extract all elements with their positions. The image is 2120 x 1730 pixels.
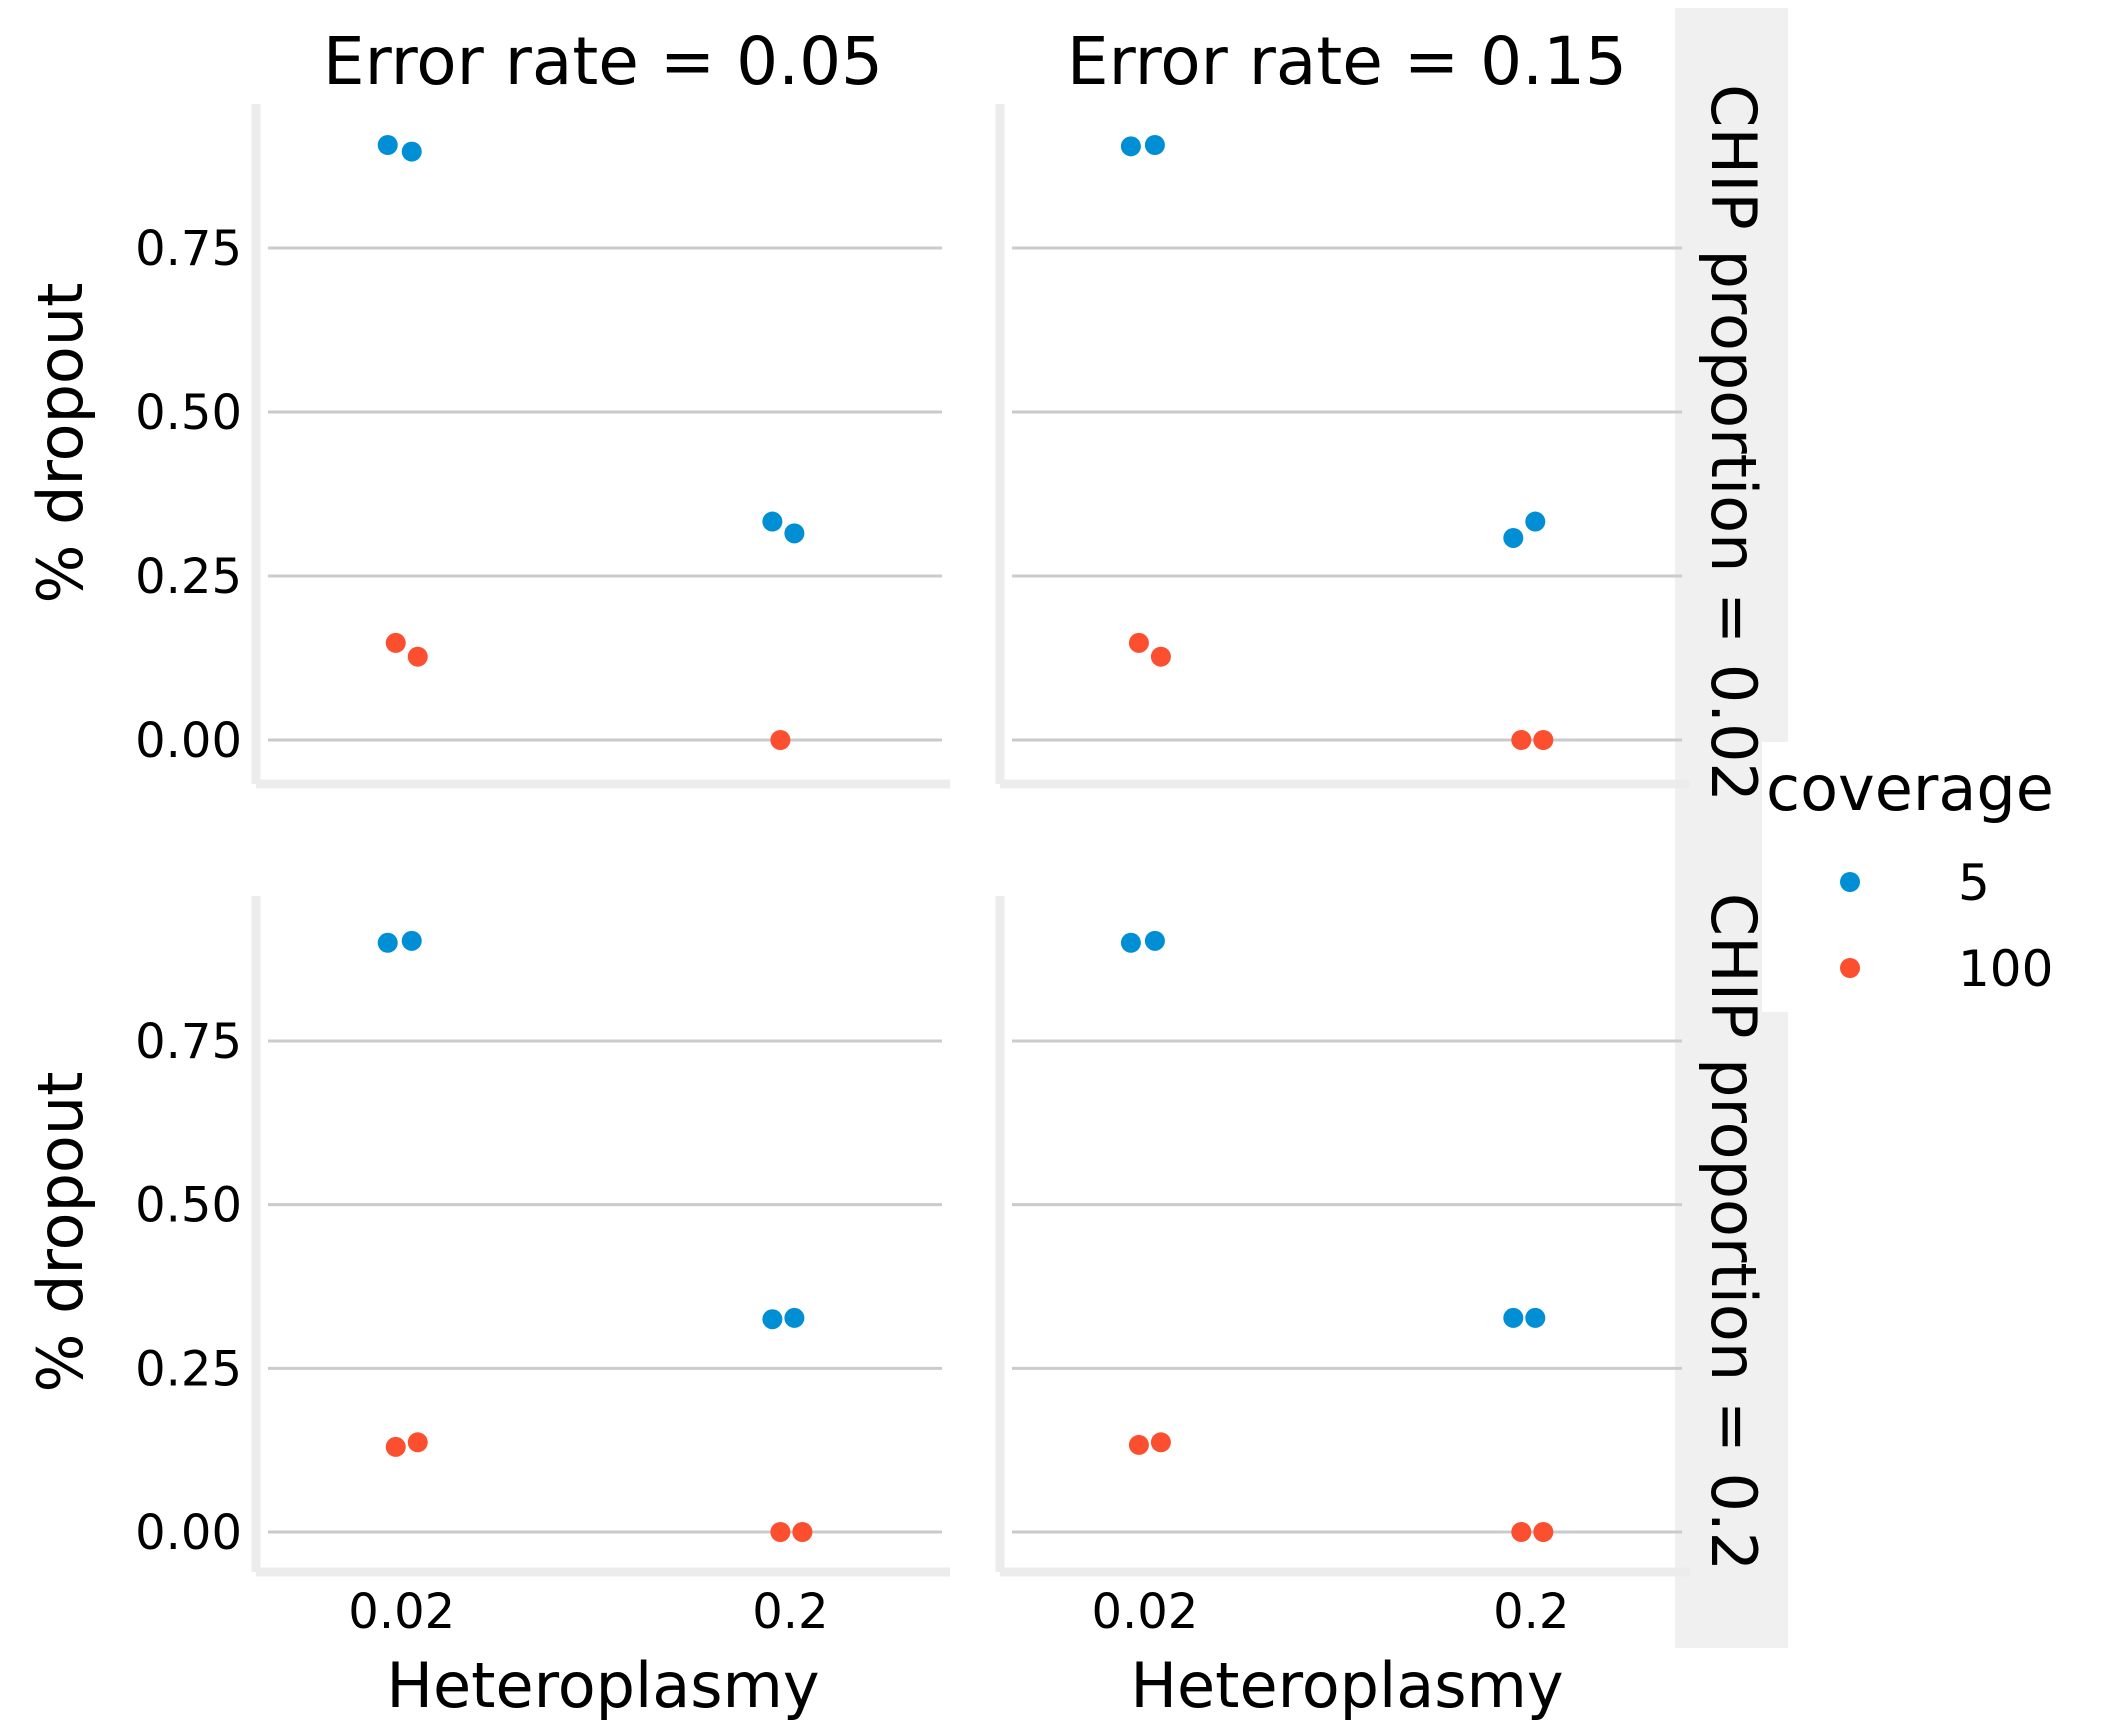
panels-layer: 0.00 0.25 0.50 0.75 0.00 0.25 0.50 0.75 0.02 0.2 0… [135, 104, 1690, 1640]
data-point-coverage-5 [762, 1309, 783, 1330]
y-tick-label: 0.75 [135, 1014, 242, 1070]
data-point-coverage-100 [407, 1432, 428, 1453]
data-point-coverage-5 [1144, 135, 1165, 156]
data-point-coverage-100 [1150, 646, 1171, 667]
y-tick-label: 0.00 [135, 713, 242, 769]
y-tick-label: 0.75 [135, 221, 242, 277]
y-tick-label: 0.50 [135, 385, 242, 441]
data-point-coverage-5 [784, 523, 805, 544]
x-axis-title-left: Heteroplasmy [386, 1649, 819, 1722]
data-point-coverage-5 [401, 141, 422, 162]
y-tick-label: 0.25 [135, 1341, 242, 1397]
data-point-coverage-100 [792, 1522, 813, 1542]
legend-background [1762, 742, 2102, 1012]
x-axis-title-right: Heteroplasmy [1130, 1649, 1563, 1722]
data-point-coverage-5 [1503, 527, 1524, 548]
y-tick-label: 0.25 [135, 549, 242, 605]
data-point-coverage-5 [1503, 1307, 1524, 1328]
legend-label-100: 100 [1958, 940, 2053, 998]
legend-title: coverage [1766, 752, 2054, 825]
data-point-coverage-5 [784, 1307, 805, 1328]
data-point-coverage-100 [1511, 1522, 1532, 1542]
data-point-coverage-100 [407, 646, 428, 667]
y-tick-label: 0.00 [135, 1505, 242, 1561]
row-strip-label-bottom: CHIP proportion = 0.2 [1697, 893, 1770, 1571]
x-tick-label: 0.02 [1091, 1584, 1198, 1640]
legend-label-5: 5 [1958, 854, 1990, 912]
data-point-coverage-100 [770, 730, 791, 750]
data-point-coverage-5 [1120, 932, 1141, 953]
x-tick-label: 0.2 [752, 1584, 828, 1640]
legend-marker-5 [1840, 872, 1860, 892]
data-point-coverage-5 [1525, 511, 1546, 532]
data-point-coverage-5 [1144, 930, 1165, 951]
y-tick-label: 0.50 [135, 1178, 242, 1234]
data-point-coverage-100 [385, 1436, 406, 1457]
data-point-coverage-5 [401, 930, 422, 951]
data-point-coverage-100 [1533, 730, 1554, 750]
y-axis-title-top: % dropout [24, 283, 97, 604]
data-point-coverage-100 [1128, 1434, 1149, 1455]
x-tick-label: 0.2 [1493, 1584, 1569, 1640]
data-point-coverage-5 [377, 135, 398, 156]
facet-title-error-rate-0-15: Error rate = 0.15 [1067, 23, 1627, 100]
data-point-coverage-5 [762, 511, 783, 532]
data-point-coverage-100 [1150, 1432, 1171, 1453]
data-point-coverage-100 [770, 1522, 791, 1542]
data-point-coverage-100 [1511, 730, 1532, 750]
data-point-coverage-5 [1525, 1307, 1546, 1328]
data-point-coverage-5 [377, 932, 398, 953]
data-point-coverage-100 [1533, 1522, 1554, 1542]
y-axis-title-bottom: % dropout [24, 1072, 97, 1393]
data-point-coverage-100 [385, 632, 406, 653]
data-point-coverage-5 [1120, 136, 1141, 157]
legend-marker-100 [1840, 958, 1860, 978]
row-strip-label-top: CHIP proportion = 0.02 [1697, 84, 1770, 802]
facet-title-error-rate-0-05: Error rate = 0.05 [323, 23, 883, 100]
data-point-coverage-100 [1128, 632, 1149, 653]
x-tick-label: 0.02 [348, 1584, 455, 1640]
